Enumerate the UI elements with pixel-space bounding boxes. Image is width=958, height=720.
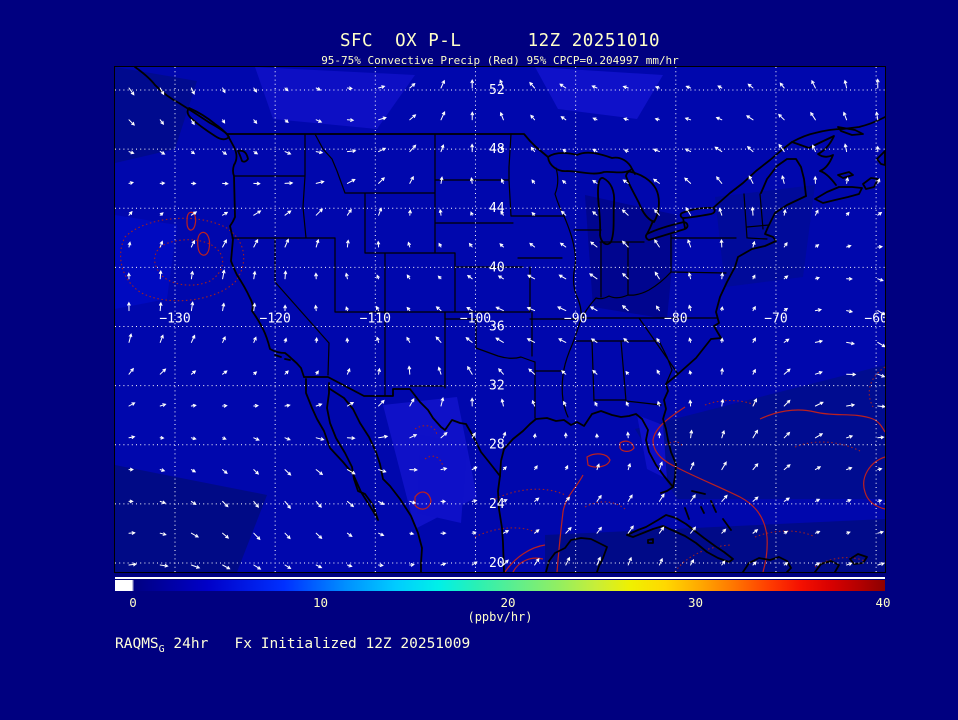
colorbar-tick-labels: 0 10 20 30 40 xyxy=(115,595,890,611)
footer-model-name: RAQMS xyxy=(115,636,159,652)
svg-text:20: 20 xyxy=(489,556,505,571)
svg-text:−130: −130 xyxy=(159,311,190,326)
svg-text:−60: −60 xyxy=(864,311,885,326)
plot-subtitle: 95-75% Convective Precip (Red) 95% CPCP=… xyxy=(321,54,679,67)
coastlines xyxy=(134,67,885,572)
svg-text:−100: −100 xyxy=(460,311,491,326)
svg-text:−90: −90 xyxy=(564,311,587,326)
colorbar-top-line xyxy=(115,577,885,579)
colorbar-tick-label: 30 xyxy=(687,595,704,610)
map-tick-labels: −130 −120 −110 −100 −90 −80 −70 −60524844403632… xyxy=(159,83,885,571)
wind-vectors xyxy=(127,78,885,570)
svg-text:36: 36 xyxy=(489,319,505,334)
footer-model-line: RAQMSG 24hr Fx Initialized 12Z 20251009 xyxy=(115,636,470,655)
colorbar-tick-label: 0 xyxy=(129,595,137,610)
svg-text:−70: −70 xyxy=(764,311,787,326)
precip-contours-75pct xyxy=(120,217,885,572)
plot-title: SFC OX P-L 12Z 20251010 xyxy=(339,31,661,51)
colorbar-tick-label: 40 xyxy=(875,595,891,610)
colorbar-tick-label: 10 xyxy=(312,595,329,610)
colorbar-unit-label: (ppbv/hr) xyxy=(467,610,533,624)
map-panel: −130 −120 −110 −100 −90 −80 −70 −60 52 48 44 40 36 32… xyxy=(114,66,886,573)
svg-text:24: 24 xyxy=(489,497,505,512)
svg-text:−80: −80 xyxy=(664,311,687,326)
footer-model-subscript: G xyxy=(158,643,165,655)
map-svg: −130 −120 −110 −100 −90 −80 −70 −60524844403632… xyxy=(115,67,885,572)
footer-run-info: 24hr Fx Initialized 12Z 20251009 xyxy=(164,636,471,652)
svg-text:28: 28 xyxy=(489,438,505,453)
svg-text:40: 40 xyxy=(489,260,505,275)
precip-contours-95pct xyxy=(186,211,885,572)
colorbar-tick-label: 20 xyxy=(500,595,516,610)
svg-text:52: 52 xyxy=(489,83,505,98)
svg-text:−120: −120 xyxy=(260,311,291,326)
svg-text:−110: −110 xyxy=(360,311,391,326)
svg-text:48: 48 xyxy=(489,142,505,157)
svg-text:32: 32 xyxy=(489,379,505,394)
map-gridlines xyxy=(115,67,885,572)
colorbar-gradient xyxy=(115,580,885,591)
